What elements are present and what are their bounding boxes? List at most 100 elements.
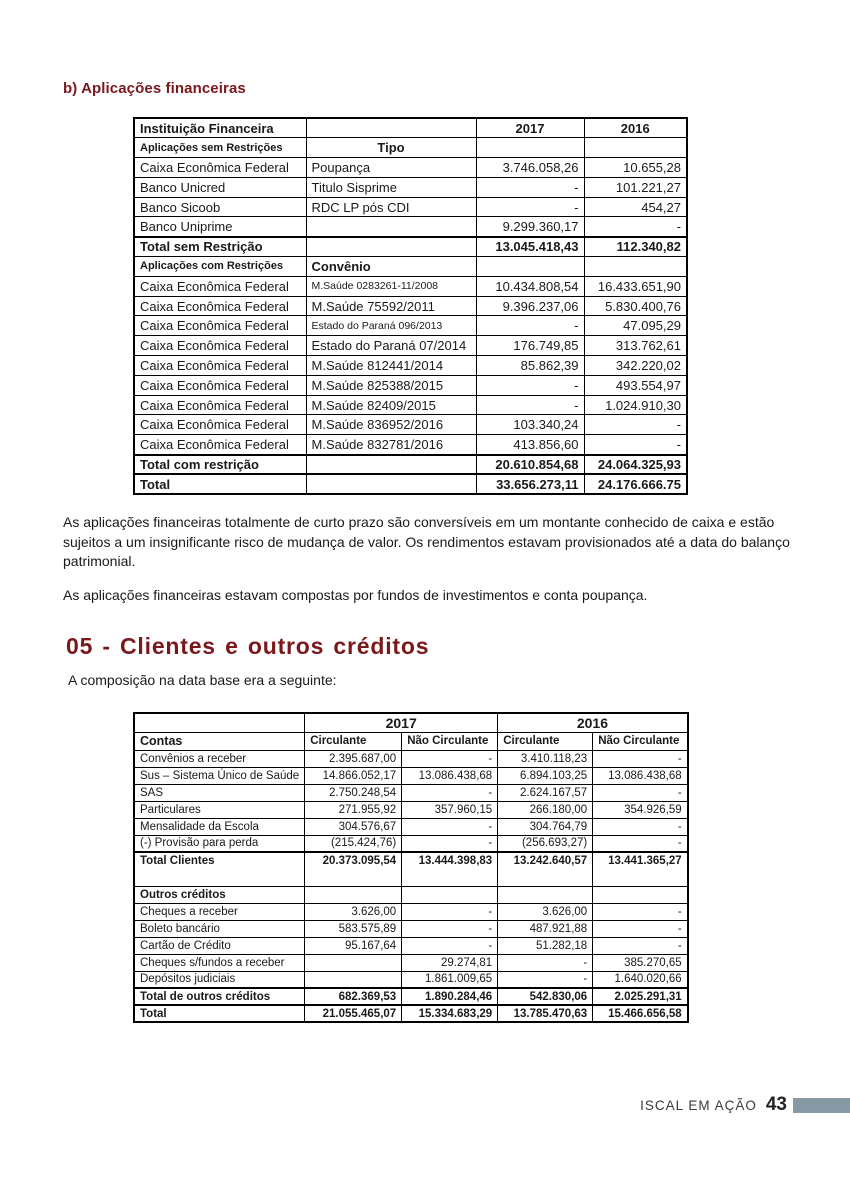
table-row: Instituição Financeira 2017 2016 — [133, 117, 688, 139]
table-cell: 304.764,79 — [497, 817, 594, 836]
table-cell: 313.762,61 — [583, 335, 688, 357]
table-row: Banco Uniprime 9.299.360,17- — [133, 216, 688, 238]
table-cell: 176.749,85 — [475, 335, 585, 357]
table-cell: 13.045.418,43 — [475, 235, 585, 258]
table-cell: Particulares — [133, 800, 306, 819]
table-row: Boleto bancário 583.575,89-487.921,88- — [133, 919, 689, 938]
table-cell — [497, 885, 594, 904]
table-cell: Caixa Econômica Federal — [133, 315, 307, 337]
table-row: Caixa Econômica Federal M.Saúde 825388/20… — [133, 374, 688, 396]
table-row: Total Clientes 20.373.095,54 13.444.398,83… — [133, 851, 689, 887]
table-cell: 51.282,18 — [497, 936, 594, 955]
table-cell: 2.750.248,54 — [304, 783, 403, 802]
table-cell: Caixa Econômica Federal — [133, 355, 307, 376]
table-cell: (256.693,27) — [497, 834, 594, 853]
table-cell: Boleto bancário — [133, 919, 306, 938]
table1-body: Instituição Financeira 2017 2016 Aplicações… — [133, 117, 688, 495]
table-cell: SAS — [133, 783, 306, 802]
table-cell: 9.299.360,17 — [475, 216, 585, 238]
table-cell: - — [401, 817, 499, 836]
table-cell: 112.340,82 — [583, 235, 688, 258]
table-cell — [475, 137, 585, 159]
table-cell: Caixa Econômica Federal — [133, 414, 307, 436]
table-row: Mensalidade da Escola 304.576,67-304.764,… — [133, 817, 689, 836]
table-cell: 14.866.052,17 — [304, 766, 403, 785]
table-cell: 103.340,24 — [475, 414, 585, 436]
table-row: Convênios a receber 2.395.687,00-3.410.11… — [133, 749, 689, 768]
table-cell: 3.746.058,26 — [475, 157, 585, 178]
table-cell: - — [401, 902, 499, 921]
table-row: Cheques a receber 3.626,00-3.626,00- — [133, 902, 689, 921]
table-row: Total 33.656.273,11 24.176.666.75 — [133, 473, 688, 495]
table-cell: - — [583, 434, 688, 456]
table-cell: Depósitos judiciais — [133, 970, 306, 989]
table-cell: 2.395.687,00 — [304, 749, 403, 768]
table-cell: Total sem Restrição — [133, 235, 307, 258]
table-cell: M.Saúde 825388/2015 — [305, 374, 477, 396]
table-cell: 354.926,59 — [592, 800, 689, 819]
table-cell: Caixa Econômica Federal — [133, 374, 307, 396]
table-cell: 342.220,02 — [583, 355, 688, 376]
table-cell: 583.575,89 — [304, 919, 403, 938]
table-row: Caixa Econômica Federal M.Saúde 836952/20… — [133, 414, 688, 436]
table-cell: Convênios a receber — [133, 749, 306, 768]
table-cell: RDC LP pós CDI — [305, 196, 477, 218]
table-cell: 1.024.910,30 — [583, 394, 688, 416]
table-cell: 3.410.118,23 — [497, 749, 594, 768]
table-cell: - — [475, 196, 585, 218]
table-cell: - — [475, 374, 585, 396]
table-row: 2017 2016 — [133, 712, 689, 733]
table-cell: 2.624.167,57 — [497, 783, 594, 802]
table-cell: Convênio — [305, 256, 477, 277]
table-row: Caixa Econômica Federal M.Saúde 0283261-1… — [133, 275, 688, 297]
table-cell: - — [592, 817, 689, 836]
footer-page-number: 43 — [765, 1094, 787, 1115]
table-cell: Não Circulante — [592, 731, 689, 751]
table-row: Total sem Restrição 13.045.418,43 112.340,… — [133, 235, 688, 258]
table-cell: Caixa Econômica Federal — [133, 335, 307, 357]
table-cell: 29.274,81 — [401, 953, 499, 972]
table-cell: Caixa Econômica Federal — [133, 394, 307, 416]
paragraph-liquidity: As aplicações financeiras totalmente de … — [63, 514, 790, 570]
table-cell: 10.655,28 — [583, 157, 688, 178]
table-cell: Circulante — [497, 731, 594, 751]
table-cell: 1.890.284,46 — [401, 987, 499, 1006]
table-cell: Estado do Paraná 096/2013 — [305, 315, 477, 337]
table-cell: Estado do Paraná 07/2014 — [305, 335, 477, 357]
section-b-heading: b) Aplicações financeiras — [63, 80, 246, 97]
table-cell: Aplicações com Restrições — [133, 256, 307, 277]
table-cell: - — [592, 936, 689, 955]
section-05-intro: A composição na data base era a seguinte… — [68, 672, 337, 688]
table-row: Caixa Econômica Federal M.Saúde 75592/201… — [133, 295, 688, 317]
table-cell: Total — [133, 1004, 306, 1023]
table-cell: 3.626,00 — [304, 902, 403, 921]
table-cell: - — [583, 414, 688, 436]
table-row: Banco Sicoob RDC LP pós CDI -454,27 — [133, 196, 688, 218]
table-cell: - — [592, 783, 689, 802]
table-cell — [592, 885, 689, 904]
table-cell: 15.466.656,58 — [592, 1004, 689, 1023]
page-footer: ISCAL EM AÇÃO 43 — [640, 1094, 850, 1116]
table-cell: M.Saúde 82409/2015 — [305, 394, 477, 416]
table-row: Contas Circulante Não Circulante Circulante… — [133, 731, 689, 751]
table-cell: Cheques a receber — [133, 902, 306, 921]
table-row: (-) Provisão para perda (215.424,76) - (256… — [133, 834, 689, 853]
table-cell: - — [475, 315, 585, 337]
financial-applications-table-container: Instituição Financeira 2017 2016 Aplicações… — [133, 117, 688, 496]
table-cell: - — [583, 216, 688, 238]
table-row: Caixa Econômica Federal Estado do Paraná … — [133, 315, 688, 337]
table-cell: (215.424,76) — [304, 834, 403, 853]
table-cell: 13.086.438,68 — [401, 766, 499, 785]
table-row: Aplicações com Restrições Convênio — [133, 256, 688, 277]
table-cell — [583, 137, 688, 159]
table-cell: 5.830.400,76 — [583, 295, 688, 317]
table-cell: Titulo Sisprime — [305, 176, 477, 198]
table2-body: 2017 2016 Contas Circulante Não Circulante Ci… — [133, 712, 689, 1023]
table-cell — [401, 885, 499, 904]
table-cell: M.Saúde 75592/2011 — [305, 295, 477, 317]
table-cell: Banco Unicred — [133, 176, 307, 198]
table-row: SAS 2.750.248,54-2.624.167,57- — [133, 783, 689, 802]
table-cell — [304, 953, 403, 972]
table-cell: 15.334.683,29 — [401, 1004, 499, 1023]
table-cell: Contas — [133, 731, 306, 751]
